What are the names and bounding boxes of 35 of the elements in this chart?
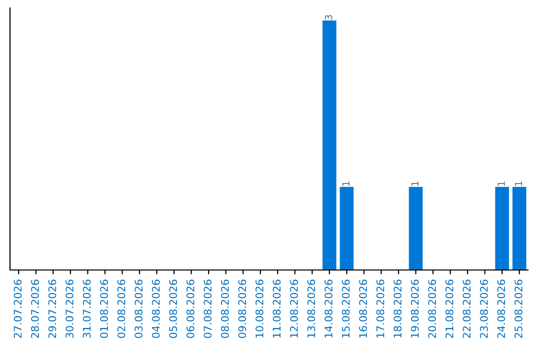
x-tick-label: 06.08.2026 [186, 280, 194, 338]
x-tick-label: 28.07.2026 [31, 280, 39, 338]
x-tick-label: 21.08.2026 [445, 280, 454, 338]
data-label: 1 [514, 182, 522, 186]
x-tick-label: 04.08.2026 [152, 280, 160, 338]
x-tick-label: 02.08.2026 [117, 280, 126, 338]
data-label: 1 [342, 182, 350, 186]
x-tick-label: 22.08.2026 [462, 280, 471, 338]
x-tick-label: 09.08.2026 [238, 280, 246, 338]
x-tick-label: 08.08.2026 [220, 280, 229, 338]
x-tick-label: 31.07.2026 [82, 280, 91, 338]
x-tick-label: 07.08.2026 [204, 280, 212, 338]
x-tick-label: 15.08.2026 [342, 280, 350, 338]
x-tick-label: 20.08.2026 [428, 280, 436, 338]
x-tick-label: 17.08.2026 [376, 280, 384, 338]
data-label: 1 [498, 182, 505, 186]
x-tick-label: 13.08.2026 [307, 280, 316, 338]
data-label: 3 [324, 15, 332, 20]
x-tick-label: 10.08.2026 [256, 280, 264, 338]
x-tick-label: 30.07.2026 [66, 280, 74, 338]
x-tick-label: 18.08.2026 [394, 280, 402, 338]
x-tick-label: 11.08.2026 [272, 280, 281, 338]
x-tick-label: 29.07.2026 [48, 280, 56, 338]
x-tick-label: 14.08.2026 [324, 280, 332, 338]
x-tick-label: 24.08.2026 [497, 280, 506, 338]
x-tick-label: 03.08.2026 [134, 280, 143, 338]
data-label: 1 [411, 182, 418, 186]
x-tick-label: 12.08.2026 [290, 280, 298, 338]
x-tick-label: 23.08.2026 [480, 280, 488, 338]
x-tick-label: 25.08.2026 [514, 280, 522, 338]
x-tick-label: 27.07.2026 [14, 280, 22, 338]
x-tick-label: 01.08.2026 [100, 280, 108, 338]
x-tick-label: 16.08.2026 [359, 280, 367, 338]
x-tick-label: 19.08.2026 [410, 280, 419, 338]
x-tick-label: 05.08.2026 [169, 280, 178, 338]
